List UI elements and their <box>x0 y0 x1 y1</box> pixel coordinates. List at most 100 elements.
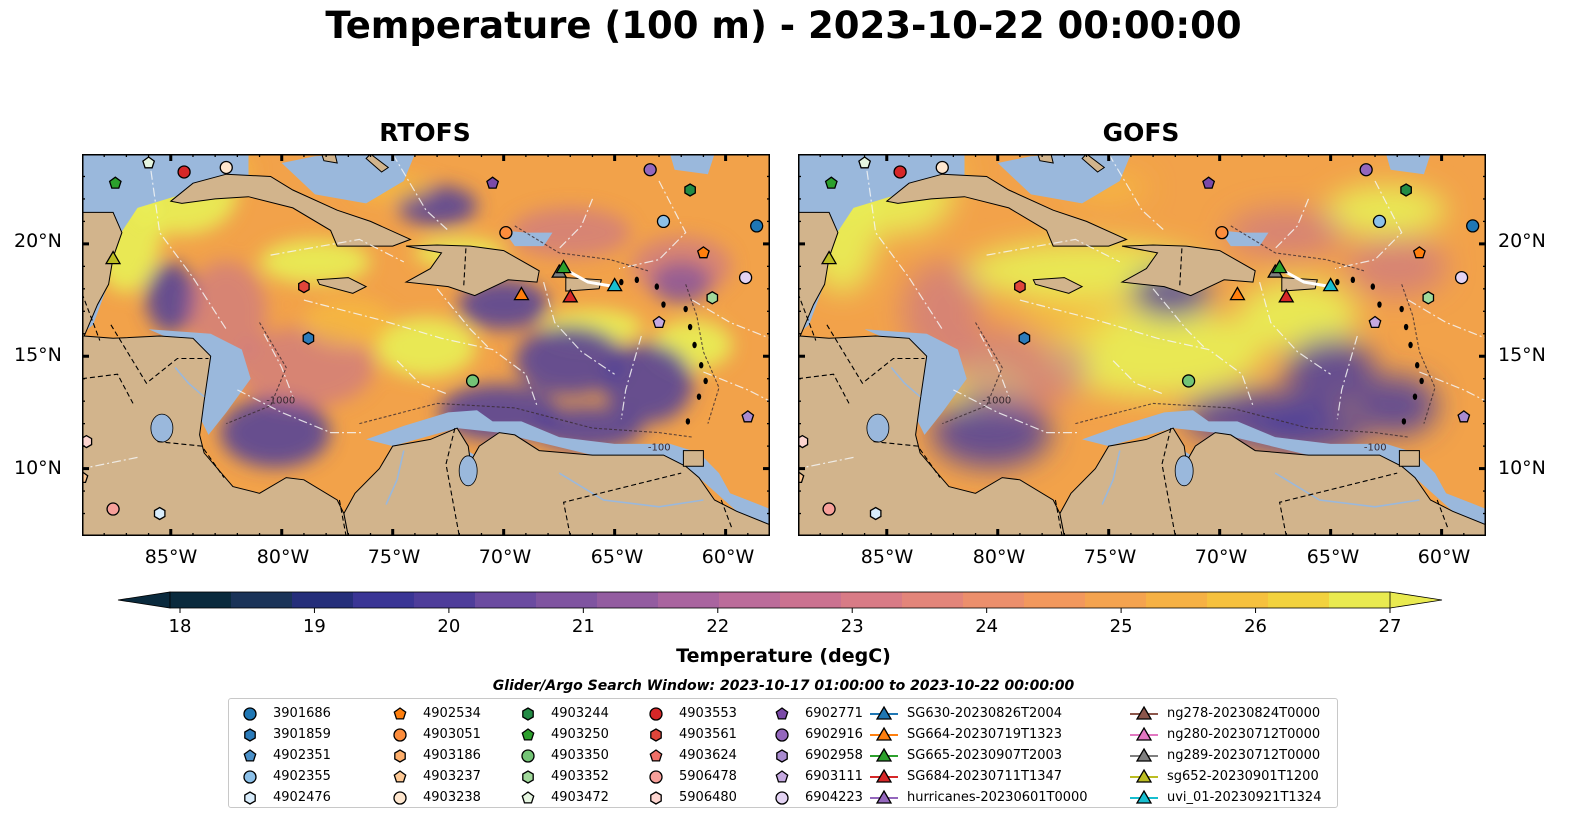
island <box>685 418 691 425</box>
legend-label: ng278-20230824T0000 <box>1167 706 1321 721</box>
lon-label-85w-gofs: 85°W <box>860 546 914 568</box>
bathymetry-contour <box>1230 225 1365 272</box>
float-marker <box>302 331 315 346</box>
island <box>692 341 697 349</box>
bathymetry-label: -1000 <box>266 395 295 406</box>
colorbar-segment <box>719 592 781 608</box>
island <box>1408 341 1413 349</box>
continental-shelf <box>864 329 967 435</box>
political-border <box>720 499 733 530</box>
legend-triangle-icon <box>875 789 893 804</box>
lon-label-60w-rtofs: 60°W <box>701 546 755 568</box>
bathymetry-contour <box>685 284 720 424</box>
map-panel-gofs[interactable]: -1000 -100 <box>798 154 1486 536</box>
legend-label: SG664-20230719T1323 <box>907 727 1063 742</box>
colorbar-segment <box>902 592 964 608</box>
search-window-text: Glider/Argo Search Window: 2023-10-17 01… <box>492 678 1075 694</box>
eez-boundary <box>543 281 615 375</box>
island <box>1350 276 1356 284</box>
float-marker <box>108 176 122 189</box>
legend-item: 4902534 <box>385 703 481 724</box>
map-panel-rtofs[interactable]: -1000 -100 <box>82 154 770 536</box>
legend-marker-icon <box>522 706 534 721</box>
eez-boundary <box>263 333 294 397</box>
colorbar-tick-label: 18 <box>168 616 192 637</box>
legend-label: 4903238 <box>423 790 481 805</box>
legend-marker-icon <box>393 790 407 805</box>
float-marker <box>1181 374 1196 388</box>
land-cuba <box>169 173 412 247</box>
legend-hexagon-icon <box>650 790 662 805</box>
legend-hexagon-icon <box>776 748 788 763</box>
eez-boundary <box>436 288 489 348</box>
float-marker <box>893 165 907 179</box>
float-marker <box>1271 259 1288 274</box>
land-puertorico <box>1281 277 1318 292</box>
island <box>634 276 640 284</box>
legend-label: 4903237 <box>423 769 481 784</box>
legend-circle-icon <box>393 727 407 742</box>
float-marker <box>1400 183 1412 197</box>
legend-hexagon-icon <box>522 706 534 721</box>
legend-circle-icon <box>649 769 663 784</box>
float-marker <box>741 410 755 423</box>
eez-boundary <box>620 335 642 420</box>
legend-item: 4902355 <box>235 766 331 787</box>
land-trinidad <box>682 450 704 467</box>
legend-pentagon-icon <box>775 769 789 783</box>
bathymetry-contour <box>1075 402 1409 438</box>
legend-label: 5906480 <box>679 790 737 805</box>
island <box>1399 305 1404 313</box>
legend-item: 4903186 <box>385 745 481 766</box>
land-cuba <box>885 173 1128 247</box>
land-bahamas2 <box>1081 154 1106 173</box>
legend-triangle-icon <box>875 726 893 741</box>
float-marker <box>1422 291 1435 305</box>
lon-label-80w-rtofs: 80°W <box>256 546 310 568</box>
legend-label: 6902958 <box>805 748 863 763</box>
eez-boundary <box>1259 281 1331 375</box>
map-frame <box>798 154 1486 536</box>
eez-boundary <box>691 299 770 339</box>
float-marker <box>82 434 93 449</box>
political-border <box>445 427 460 536</box>
legend-marker-icon <box>521 790 535 804</box>
legend-item: SG664-20230719T1323 <box>869 724 1088 745</box>
legend-triangle-icon <box>875 768 893 783</box>
legend-item: 5906478 <box>641 766 737 787</box>
legend-marker-icon <box>393 727 407 742</box>
eez-boundary <box>979 333 1010 397</box>
legend-triangle-icon <box>875 705 893 720</box>
island <box>654 283 660 290</box>
float-marker <box>106 502 120 516</box>
legend-circle-icon <box>775 790 789 805</box>
legend-marker-icon <box>870 789 898 804</box>
float-marker <box>465 374 480 388</box>
float-marker <box>656 214 671 229</box>
legend-circle-icon <box>649 706 663 721</box>
legend-item: 4903561 <box>641 724 737 745</box>
legend-label: 4903352 <box>551 769 609 784</box>
island <box>661 301 666 308</box>
float-marker <box>1372 214 1387 229</box>
legend-label: 6902771 <box>805 706 863 721</box>
bathymetry-contour <box>1401 284 1436 424</box>
float-marker <box>824 176 838 189</box>
legend-label: 4903553 <box>679 706 737 721</box>
legend-circle-icon <box>243 769 257 784</box>
legend-item: SG665-20230907T2003 <box>869 745 1088 766</box>
island <box>1412 393 1418 400</box>
continental-shelf <box>1082 410 1486 525</box>
colorbar-segment <box>658 592 720 608</box>
land-jamaica <box>316 277 368 294</box>
river <box>1101 450 1121 505</box>
legend-marker-icon <box>393 769 407 783</box>
colorbar-segment <box>475 592 537 608</box>
legend-item: 4902476 <box>235 787 331 808</box>
land-southam <box>343 427 770 536</box>
colorbar-segment <box>1268 592 1330 608</box>
float-marker <box>104 250 122 265</box>
legend-label: ng280-20230712T0000 <box>1167 727 1321 742</box>
eez-boundary <box>396 360 449 395</box>
legend-label: 4902351 <box>273 748 331 763</box>
